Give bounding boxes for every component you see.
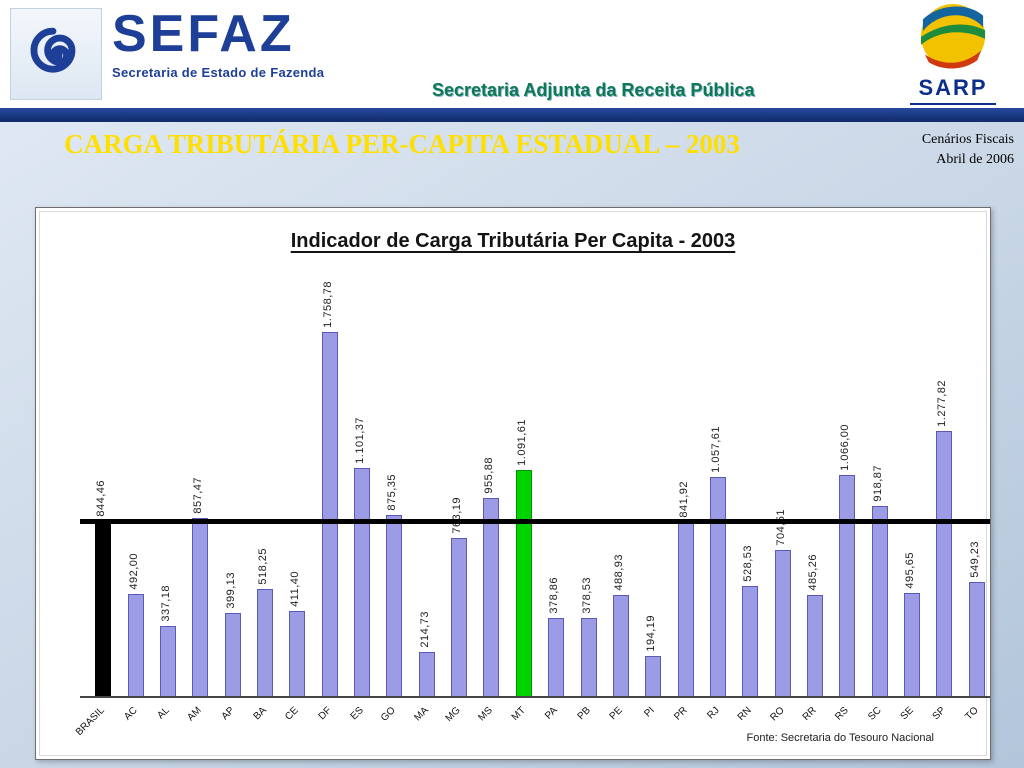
brasil-average-line xyxy=(80,519,990,524)
sefaz-wordmark: SEFAZ Secretaria de Estado de Fazenda xyxy=(112,8,324,80)
sefaz-name: SEFAZ xyxy=(112,5,295,63)
date-caption-line2: Abril de 2006 xyxy=(936,152,1014,168)
value-label-rs: 1.066,00 xyxy=(839,424,852,471)
bar-pe xyxy=(612,595,629,698)
value-label-am: 857,47 xyxy=(192,477,205,514)
bar-sc xyxy=(871,506,888,698)
value-label-ma: 214,73 xyxy=(418,611,431,648)
sarp-logo-icon xyxy=(898,2,1008,75)
value-label-ba: 518,25 xyxy=(256,548,269,585)
chart-source: Fonte: Secretaria do Tesouro Nacional xyxy=(746,732,934,744)
bar-ms xyxy=(483,498,500,698)
value-label-ce: 411,40 xyxy=(289,571,302,607)
value-label-sp: 1.277,82 xyxy=(936,380,949,427)
bar-df xyxy=(321,332,338,698)
bar-ba xyxy=(256,589,273,698)
value-label-mt: 1.091,61 xyxy=(515,419,528,466)
value-label-rj: 1.057,61 xyxy=(709,426,722,473)
value-label-pb: 378,53 xyxy=(580,577,593,614)
value-label-sc: 918,87 xyxy=(871,465,884,502)
chart-title-text: Indicador de Carga Tributária Per Capita… xyxy=(290,230,736,252)
date-caption-line1: Cenários Fiscais xyxy=(921,132,1014,147)
value-label-rn: 528,53 xyxy=(742,545,755,582)
date-caption: Cenários Fiscais Abril de 2006 xyxy=(922,130,1014,171)
value-label-mg: 763,19 xyxy=(451,497,464,534)
value-label-rr: 485,26 xyxy=(807,554,820,591)
value-label-ro: 704,51 xyxy=(774,509,787,546)
bar-al xyxy=(159,626,176,698)
bar-to xyxy=(968,582,985,698)
bar-ma xyxy=(418,652,435,698)
bar-pr xyxy=(677,522,694,698)
value-label-df: 1.758,78 xyxy=(321,281,334,328)
bar-pa xyxy=(548,618,565,698)
bar-rj xyxy=(709,477,726,698)
bar-am xyxy=(192,518,209,698)
value-label-pi: 194,19 xyxy=(645,615,658,652)
value-label-pa: 378,86 xyxy=(548,577,561,614)
bar-rs xyxy=(839,475,856,698)
chart-inner-frame xyxy=(39,211,987,756)
value-label-pe: 488,93 xyxy=(612,554,625,591)
bar-ac xyxy=(127,594,144,698)
chart-panel: 844,46 BRASIL 492,00 AC 337,18 AL 857,47 AM 399,… xyxy=(35,207,991,760)
value-label-se: 495,65 xyxy=(904,552,917,589)
bar-rn xyxy=(742,586,759,698)
bar-pi xyxy=(645,656,662,698)
bar-brasil xyxy=(95,521,112,698)
bar-mg xyxy=(451,538,468,698)
value-label-ap: 399,13 xyxy=(224,572,237,609)
bar-es xyxy=(354,468,371,698)
sefaz-spiral-icon xyxy=(10,8,102,100)
chart-title: Indicador de Carga Tributária Per Capita… xyxy=(36,230,990,253)
value-label-brasil: 844,46 xyxy=(95,480,108,517)
sarp-logo: SARP xyxy=(898,2,1008,105)
bar-ro xyxy=(774,550,791,698)
bar-mt xyxy=(515,470,532,698)
header-divider-band xyxy=(0,108,1024,122)
header-center-title: Secretaria Adjunta da Receita Pública xyxy=(432,80,755,100)
header: SEFAZ Secretaria de Estado de Fazenda Se… xyxy=(0,0,1024,108)
bar-go xyxy=(386,515,403,698)
bar-pb xyxy=(580,618,597,698)
sefaz-logo: SEFAZ Secretaria de Estado de Fazenda xyxy=(10,8,324,100)
value-label-pr: 841,92 xyxy=(677,481,690,518)
value-label-ms: 955,88 xyxy=(483,457,496,494)
bar-sp xyxy=(936,431,953,698)
sarp-label: SARP xyxy=(910,75,996,105)
sefaz-subtitle: Secretaria de Estado de Fazenda xyxy=(112,65,325,80)
bar-chart: 844,46 BRASIL 492,00 AC 337,18 AL 857,47 AM 399,… xyxy=(36,208,990,759)
value-label-al: 337,18 xyxy=(159,585,172,622)
bar-ce xyxy=(289,611,306,698)
bar-ap xyxy=(224,613,241,698)
bar-rr xyxy=(807,595,824,698)
page-title: CARGA TRIBUTÁRIA PER-CAPITA ESTADUAL – 2… xyxy=(64,129,740,159)
value-label-to: 549,23 xyxy=(968,541,981,578)
value-label-es: 1.101,37 xyxy=(354,417,367,464)
bar-se xyxy=(904,593,921,698)
x-axis-line xyxy=(80,696,990,698)
value-label-go: 875,35 xyxy=(386,474,399,511)
value-label-ac: 492,00 xyxy=(127,553,140,590)
